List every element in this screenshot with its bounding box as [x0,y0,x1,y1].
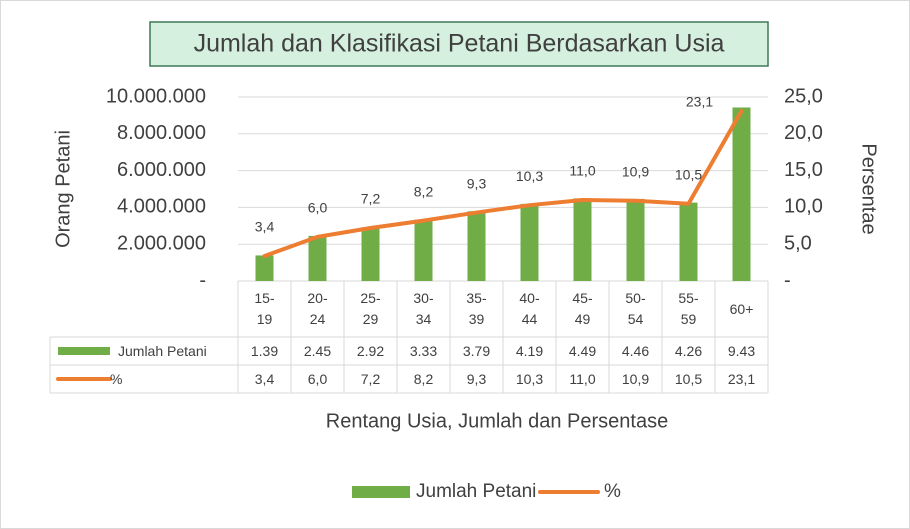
legend-label: % [604,481,621,502]
table-value: 4.26 [674,342,703,359]
chart-title: Jumlah dan Klasifikasi Petani Berdasarka… [194,30,725,58]
table-value: 3.79 [462,342,491,359]
y2-axis-title: Persentae [858,143,880,234]
x-tick-label: 25-29 [360,290,381,327]
y2-tick-label: 5,0 [784,232,812,254]
x-tick-label: 15-19 [254,290,275,327]
table-series-name: % [110,370,123,387]
bar [414,219,433,281]
table-value: 1.39 [250,342,279,359]
legend-label: Jumlah Petani [416,481,536,502]
table-value: 3,4 [254,370,275,387]
data-label: 3,4 [255,219,275,235]
y-tick-label: 10.000.000 [106,85,206,107]
data-label: 8,2 [414,183,434,199]
y-tick-label: 8.000.000 [117,122,206,144]
x-tick-label: 50-54 [625,290,646,327]
y-tick-label: 4.000.000 [117,196,206,218]
y2-tick-label: 10,0 [784,196,823,218]
x-tick-label: 55-59 [678,290,699,327]
table-value: 2.92 [356,342,385,359]
data-label: 10,9 [622,163,649,179]
bar [520,203,539,281]
x-tick-label: 40-44 [519,290,540,327]
bar [573,198,592,281]
y2-tick-label: 20,0 [784,122,823,144]
bar [679,202,698,281]
table-value: 10,9 [621,370,650,387]
data-label: 23,1 [686,94,713,110]
data-label: 6,0 [308,200,328,216]
bar [732,107,751,281]
table-legend-swatch [58,347,110,355]
legend-swatch [352,486,410,498]
x-tick-label: 20-24 [307,290,328,327]
x-tick-label: 60+ [729,300,754,317]
table-value: 2.45 [303,342,332,359]
y-tick-label: - [199,269,206,291]
bar [255,255,274,281]
y-tick-label: 6.000.000 [117,159,206,181]
bar [308,235,327,281]
y2-tick-label: 15,0 [784,159,823,181]
bar [467,211,486,281]
table-value: 10,5 [674,370,703,387]
x-tick-label: 45-49 [572,290,593,327]
x-tick-label: 35-39 [466,290,487,327]
bar [361,227,380,281]
table-value: 9.43 [727,342,756,359]
y2-tick-label: 25,0 [784,85,823,107]
data-label: 10,3 [516,168,543,184]
table-value: 6,0 [307,370,328,387]
table-value: 23,1 [727,370,756,387]
table-value: 9,3 [466,370,487,387]
table-value: 7,2 [360,370,381,387]
x-axis-title: Rentang Usia, Jumlah dan Persentase [326,410,668,432]
data-label: 7,2 [361,191,381,207]
table-value: 11,0 [569,370,596,387]
data-label: 11,0 [569,163,595,179]
title-box [149,21,769,67]
table-value: 4.46 [621,342,650,359]
line [262,108,744,258]
table-value: 4.19 [515,342,544,359]
table-value: 4.49 [568,342,597,359]
y2-tick-label: - [784,269,791,291]
table-value: 10,3 [515,370,544,387]
data-label: 10,5 [675,166,702,182]
table-value: 8,2 [413,370,434,387]
x-tick-label: 30-34 [413,290,434,327]
y-tick-label: 2.000.000 [117,232,206,254]
y-axis-title: Orang Petani [52,130,74,248]
bar [626,198,645,281]
data-label: 9,3 [467,175,487,191]
table-series-name: Jumlah Petani [118,342,207,359]
table-value: 3.33 [409,342,438,359]
